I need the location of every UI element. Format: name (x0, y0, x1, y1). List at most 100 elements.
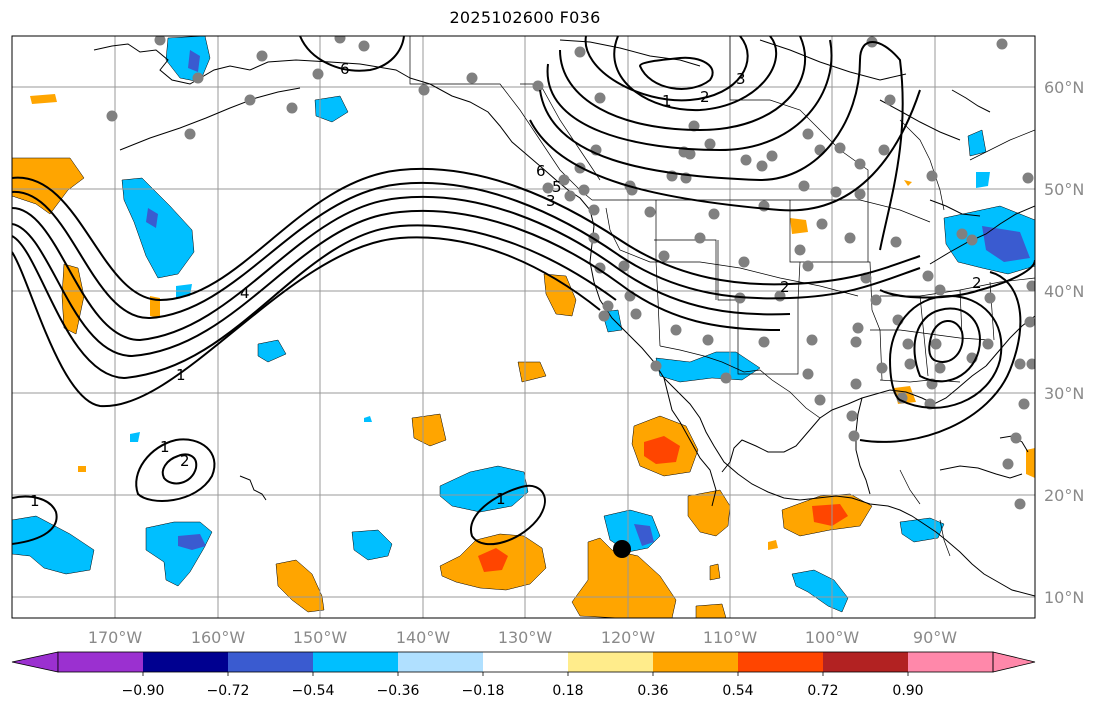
station-dot (738, 256, 750, 268)
colorbar-tick: 0.90 (892, 683, 923, 699)
station-dot (658, 250, 670, 262)
lon-tick: 170°W (88, 628, 143, 647)
station-dot (794, 244, 806, 256)
colorbar-segment (483, 652, 568, 672)
lon-tick: 90°W (913, 628, 957, 647)
station-dot (532, 80, 544, 92)
station-dot (1022, 172, 1034, 184)
station-dot (720, 372, 732, 384)
station-dot (854, 188, 866, 200)
station-dot (244, 94, 256, 106)
station-dot (798, 180, 810, 192)
latitude-ticks: 60°N 50°N 40°N 30°N 20°N 10°N (1044, 78, 1084, 607)
station-dot (684, 148, 696, 160)
colorbar-tick: −0.18 (462, 683, 505, 699)
station-dot (1024, 316, 1035, 328)
station-dot (312, 68, 324, 80)
station-dot (922, 270, 934, 282)
contour-label: 3 (736, 70, 746, 88)
station-dot (850, 336, 862, 348)
colorbar-tick: −0.36 (377, 683, 420, 699)
colorbar-segment (398, 652, 483, 672)
station-markers (106, 36, 1035, 510)
station-dot (852, 322, 864, 334)
station-dot (848, 430, 860, 442)
station-dot (966, 234, 978, 246)
lon-tick: 110°W (703, 628, 758, 647)
station-dot (890, 236, 902, 248)
station-dot (956, 228, 968, 240)
station-dot (670, 324, 682, 336)
station-dot (982, 338, 994, 350)
lon-tick: 120°W (601, 628, 656, 647)
station-dot (1018, 398, 1030, 410)
station-dot (884, 94, 896, 106)
contour-label: 1 (662, 92, 672, 110)
contour-lines (12, 36, 1035, 546)
colorbar-segment (313, 652, 398, 672)
station-dot (930, 338, 942, 350)
colorbar-tick: 0.36 (637, 683, 668, 699)
contour-label: 3 (546, 192, 556, 210)
station-dot (756, 160, 768, 172)
colorbar-tick: −0.72 (207, 683, 250, 699)
station-dot (358, 40, 370, 52)
station-dot (650, 360, 662, 372)
colorbar-tick: −0.90 (122, 683, 165, 699)
station-dot (594, 92, 606, 104)
lon-tick: 150°W (293, 628, 348, 647)
station-dot (702, 334, 714, 346)
colorbar: −0.90 −0.72 −0.54 −0.36 −0.18 0.18 0.36 … (11, 651, 1036, 699)
colorbar-tick: 0.54 (722, 683, 753, 699)
station-dot (578, 184, 590, 196)
station-dot (902, 338, 914, 350)
station-dot (814, 394, 826, 406)
colorbar-tick: 0.72 (807, 683, 838, 699)
station-dot (1026, 280, 1035, 292)
map-frame (11, 35, 1036, 619)
station-dot (602, 300, 614, 312)
station-dot (704, 138, 716, 150)
colorbar-tick: 0.18 (552, 683, 583, 699)
lat-tick: 10°N (1044, 588, 1084, 607)
colorbar-segment (568, 652, 653, 672)
station-dot (834, 142, 846, 154)
station-dot (256, 50, 268, 62)
station-dot (758, 336, 770, 348)
station-dot (418, 84, 430, 96)
colorbar-extend-high (992, 651, 1036, 673)
station-dot (854, 158, 866, 170)
station-dot (1026, 358, 1035, 370)
station-dot (708, 208, 720, 220)
contour-label: 1 (176, 366, 186, 384)
contour-label: 2 (972, 274, 982, 292)
contour-label: 6 (340, 60, 350, 78)
station-dot (934, 284, 946, 296)
contour-label: 4 (240, 284, 250, 302)
station-dot (1014, 498, 1026, 510)
lat-tick: 20°N (1044, 486, 1084, 505)
station-dot (588, 204, 600, 216)
lat-tick: 40°N (1044, 282, 1084, 301)
station-dot (558, 174, 570, 186)
station-dot (334, 36, 346, 44)
station-dot (766, 150, 778, 162)
station-dot (1002, 458, 1014, 470)
station-dot (644, 206, 656, 218)
station-dot (802, 128, 814, 140)
lat-tick: 60°N (1044, 78, 1084, 97)
station-dot (814, 144, 826, 156)
map-title: 2025102600 F036 (449, 8, 601, 27)
station-dot (466, 72, 478, 84)
station-dot (688, 120, 700, 132)
station-dot (896, 392, 908, 404)
station-dot (184, 128, 196, 140)
colorbar-segment (228, 652, 313, 672)
colorbar-segment (143, 652, 228, 672)
station-dot (870, 294, 882, 306)
colorbar-segment (908, 652, 993, 672)
station-dot (564, 190, 576, 202)
station-dot (286, 102, 298, 114)
station-dot (630, 308, 642, 320)
